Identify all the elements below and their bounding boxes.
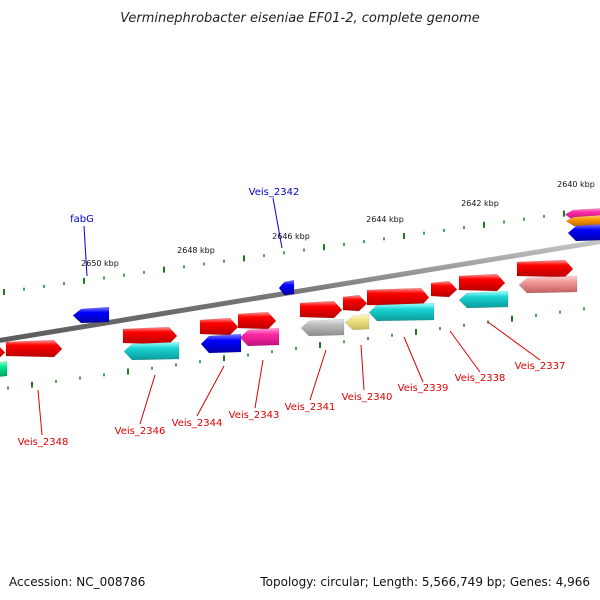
callout-line <box>83 225 88 277</box>
gene-feature-red[interactable] <box>122 326 178 345</box>
callout-line <box>272 197 283 249</box>
gene-feature-red[interactable] <box>5 339 63 358</box>
gene-feature-magenta[interactable] <box>239 327 280 347</box>
gene-feature-red[interactable] <box>342 294 368 312</box>
gene-label-veis-2342[interactable]: Veis_2342 <box>249 187 300 198</box>
gene-label-veis-2338[interactable]: Veis_2338 <box>455 373 506 384</box>
gene-label-veis-2341[interactable]: Veis_2341 <box>285 402 336 413</box>
callout-line <box>139 374 156 425</box>
callout-line <box>37 389 43 436</box>
gene-feature-khaki[interactable] <box>344 313 370 331</box>
scale-label: 2644 kbp <box>366 215 404 224</box>
callout-line <box>449 330 481 373</box>
map-title: Verminephrobacter eiseniae EF01-2, compl… <box>120 11 479 26</box>
callout-line <box>254 359 264 409</box>
callout-line <box>196 365 225 417</box>
gene-label-veis-2337[interactable]: Veis_2337 <box>515 361 566 372</box>
gene-feature-red[interactable] <box>0 344 6 360</box>
gene-feature-red[interactable] <box>516 259 574 278</box>
gene-feature-salmon[interactable] <box>518 275 578 294</box>
callout-lines <box>37 197 541 436</box>
gene-feature-red[interactable] <box>366 287 430 307</box>
outer-tick-ring <box>3 209 585 295</box>
gene-feature-red[interactable] <box>458 273 506 292</box>
gene-feature-blue[interactable] <box>278 279 295 296</box>
gene-label-veis-2346[interactable]: Veis_2346 <box>115 426 166 437</box>
gene-label-veis-2348[interactable]: Veis_2348 <box>18 437 69 448</box>
gene-feature-cyan[interactable] <box>123 341 180 361</box>
scale-label: 2648 kbp <box>177 246 215 255</box>
scale-label: 2650 kbp <box>81 259 119 268</box>
gene-feature-blue[interactable] <box>567 224 600 242</box>
gene-feature-cyan[interactable] <box>458 290 509 309</box>
gene-feature-red[interactable] <box>199 317 239 336</box>
scale-label: 2642 kbp <box>461 199 499 208</box>
gene-feature-blue[interactable] <box>200 333 242 354</box>
scale-label: 2640 kbp <box>557 180 595 189</box>
gene-features <box>0 208 600 377</box>
gene-feature-red[interactable] <box>430 280 458 298</box>
genome-summary-text: Topology: circular; Length: 5,566,749 bp… <box>259 575 590 589</box>
scale-label: 2646 kbp <box>272 232 310 241</box>
gene-feature-red[interactable] <box>237 311 277 330</box>
gene-label-veis-2344[interactable]: Veis_2344 <box>172 418 223 429</box>
gene-feature-spring-green[interactable] <box>0 360 8 377</box>
gene-feature-gray[interactable] <box>300 318 345 337</box>
gene-label-fabg[interactable]: fabG <box>70 214 94 225</box>
gene-feature-cyan[interactable] <box>368 302 435 322</box>
accession-text: Accession: NC_008786 <box>9 575 145 589</box>
gene-label-veis-2343[interactable]: Veis_2343 <box>229 410 280 421</box>
gene-labels: Veis_2342 fabG Veis_2337 Veis_2338 Veis_2339… <box>18 187 566 448</box>
gene-label-veis-2340[interactable]: Veis_2340 <box>342 392 393 403</box>
scale-labels: 2640 kbp 2642 kbp 2644 kbp 2646 kbp 2648 kbp… <box>81 180 595 268</box>
callout-line <box>487 321 541 361</box>
callout-line <box>360 344 365 391</box>
gene-feature-blue[interactable] <box>72 306 110 324</box>
gene-label-veis-2339[interactable]: Veis_2339 <box>398 383 449 394</box>
genome-backbone <box>0 239 600 343</box>
callout-line <box>309 349 327 401</box>
gene-feature-red[interactable] <box>299 300 343 319</box>
callout-line <box>403 336 424 383</box>
